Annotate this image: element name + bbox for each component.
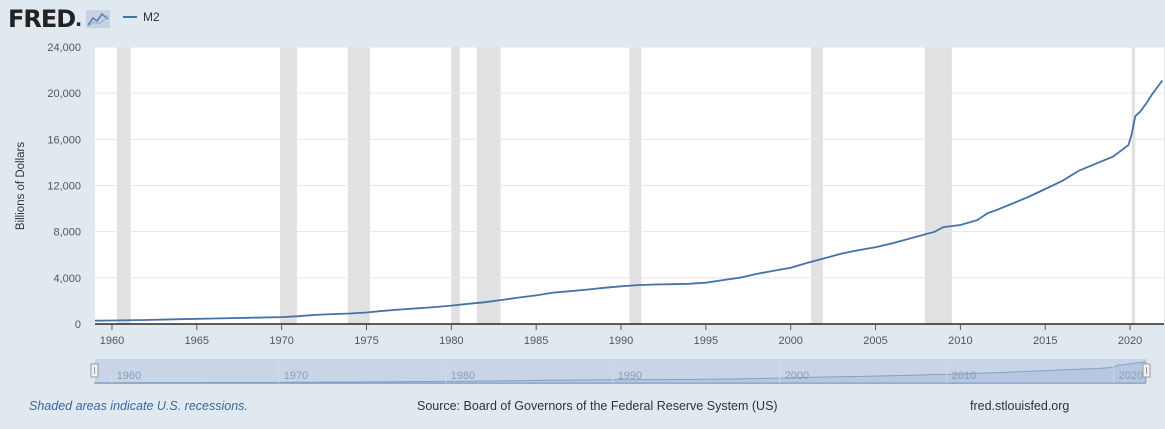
legend-swatch xyxy=(123,16,137,18)
fred-logo-text: FRED xyxy=(8,5,76,33)
y-tick-label-0: 0 xyxy=(75,319,81,331)
x-tick-label-1: 1965 xyxy=(185,335,209,347)
site-link[interactable]: fred.stlouisfed.org xyxy=(970,399,1070,413)
y-tick-label-3: 12,000 xyxy=(47,181,81,193)
x-tick-label-12: 2020 xyxy=(1118,335,1142,347)
y-tick-label-2: 8,000 xyxy=(53,227,81,239)
fred-logo[interactable]: FRED . xyxy=(8,4,110,34)
legend-label-m2: M2 xyxy=(143,10,160,24)
y-tick-label-5: 20,000 xyxy=(47,88,81,100)
navigator-tick-label-4: 2000 xyxy=(785,370,809,382)
fred-logo-dot: . xyxy=(75,5,82,32)
x-tick-label-2: 1970 xyxy=(269,335,293,347)
y-tick-label-1: 4,000 xyxy=(53,273,81,285)
navigator-tick-label-5: 2010 xyxy=(952,370,976,382)
navigator-window[interactable] xyxy=(95,359,1147,383)
gridlines xyxy=(95,46,1164,279)
navigator-tick-label-0: 1960 xyxy=(117,370,141,382)
x-tick-label-6: 1990 xyxy=(609,335,633,347)
navigator-tick-label-1: 1970 xyxy=(284,370,308,382)
y-axis-label: Billions of Dollars xyxy=(15,142,27,230)
legend: M2 xyxy=(123,10,160,24)
x-tick-label-3: 1975 xyxy=(354,335,378,347)
x-tick-label-9: 2005 xyxy=(863,335,887,347)
x-tick-label-11: 2015 xyxy=(1033,335,1057,347)
x-tick-label-10: 2010 xyxy=(948,335,972,347)
x-tick-label-0: 1960 xyxy=(100,335,124,347)
y-axis: 0 4,000 8,000 12,000 16,000 20,000 24,000 xyxy=(47,42,81,331)
source-text: Source: Board of Governors of the Federa… xyxy=(417,399,778,413)
x-tick-label-7: 1995 xyxy=(694,335,718,347)
navigator-ticks: 1960 1970 1980 1990 2000 2010 2020 xyxy=(111,359,1143,383)
chart-logo-icon xyxy=(85,10,110,28)
x-axis: 1960 1965 1970 1975 1980 1985 1990 1995 2000 2005… xyxy=(100,324,1142,347)
series-line-m2 xyxy=(94,79,1164,322)
x-tick-label-5: 1985 xyxy=(524,335,548,347)
y-tick-label-6: 24,000 xyxy=(47,42,81,54)
navigator[interactable]: 1960 1970 1980 1990 2000 2010 2020 xyxy=(90,359,1151,384)
y-tick-label-4: 16,000 xyxy=(47,134,81,146)
navigator-tick-label-6: 2020 xyxy=(1119,370,1143,382)
navigator-tick-label-2: 1980 xyxy=(451,370,475,382)
navigator-tick-label-3: 1990 xyxy=(618,370,642,382)
x-tick-label-4: 1980 xyxy=(439,335,463,347)
x-tick-label-8: 2000 xyxy=(778,335,802,347)
recession-note[interactable]: Shaded areas indicate U.S. recessions. xyxy=(29,399,248,413)
